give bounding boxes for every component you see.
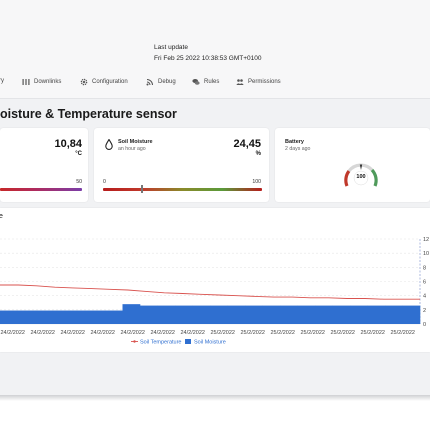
chart-title-fragment: e — [0, 213, 3, 220]
soil-moisture-title: Soil Moisture — [118, 139, 153, 145]
device-header: Last update Fri Feb 25 2022 10:38:53 GMT… — [0, 0, 430, 99]
moisture-bar — [315, 305, 333, 324]
soil-moisture-scale-max: 100 — [252, 179, 261, 185]
moisture-bar — [70, 310, 88, 324]
x-tick-label: 25/2/2022 — [241, 330, 265, 336]
temperature-unit: °C — [75, 151, 82, 157]
x-tick-label: 25/2/2022 — [331, 330, 355, 336]
tab-history[interactable]: ry — [0, 78, 4, 84]
soil-moisture-updated: an hour ago — [118, 146, 146, 152]
x-tick-label: 25/2/2022 — [391, 330, 415, 336]
moisture-bar — [35, 310, 53, 324]
tab-debug[interactable]: Debug — [146, 78, 176, 86]
moisture-bar — [157, 305, 176, 324]
moisture-bar — [262, 305, 281, 324]
chat-icon — [192, 79, 200, 85]
moisture-bar — [0, 310, 18, 324]
moisture-bar — [122, 304, 141, 324]
x-tick-label: 24/2/2022 — [61, 330, 85, 336]
legend-label: Soil Temperature — [140, 340, 181, 346]
y-tick-label: 6 — [423, 280, 426, 286]
temperature-card: 10,84 °C 50 — [0, 128, 88, 202]
y-tick-label: 12 — [423, 237, 429, 243]
soil-moisture-card: Soil Moisture an hour ago 24,45 % 0 100 — [94, 128, 269, 202]
battery-title: Battery — [285, 139, 304, 145]
tab-label: Permissions — [248, 79, 281, 85]
soil-moisture-range-bar — [103, 188, 262, 191]
soil-moisture-unit: % — [255, 151, 261, 157]
users-icon — [236, 79, 244, 85]
moisture-bar — [332, 305, 351, 324]
tab-label: Rules — [204, 79, 220, 85]
x-tick-label: 24/2/2022 — [151, 330, 175, 336]
x-tick-label: 24/2/2022 — [31, 330, 55, 336]
history-chart-card: e 0 2 4 6 8 10 12 24/2/2022 24/2/2022 24/2/2022 24… — [0, 208, 430, 352]
moisture-bar — [367, 305, 386, 324]
last-update-label: Last update — [154, 44, 188, 51]
moisture-bar — [297, 305, 316, 324]
history-chart: 0 2 4 6 8 10 12 24/2/2022 24/2/2022 24/2/2022 24/2… — [0, 237, 429, 346]
tab-rules[interactable]: Rules — [192, 78, 219, 86]
temperature-value: 10,84 — [54, 138, 82, 150]
x-tick-label: 24/2/2022 — [181, 330, 205, 336]
x-tick-label: 25/2/2022 — [301, 330, 325, 336]
battery-gauge-value: 100 — [356, 174, 366, 180]
moisture-bar — [385, 305, 403, 324]
device-tabs: ry Downlinks Configuration Debug Rules — [0, 78, 430, 92]
window-shadow — [0, 395, 430, 401]
x-tick-label: 25/2/2022 — [271, 330, 295, 336]
rss-icon — [146, 79, 153, 86]
tab-configuration[interactable]: Configuration — [80, 78, 128, 86]
soil-moisture-scale-min: 0 — [103, 179, 106, 185]
x-tick-label: 24/2/2022 — [121, 330, 145, 336]
battery-gauge — [344, 163, 378, 187]
y-tick-label: 10 — [423, 251, 429, 257]
x-tick-label: 25/2/2022 — [361, 330, 385, 336]
legend-swatch-bar — [185, 339, 191, 344]
moisture-bar — [52, 310, 71, 324]
y-tick-label: 0 — [423, 322, 426, 328]
moisture-bar — [210, 305, 228, 324]
temperature-line — [0, 284, 420, 300]
tab-label: Debug — [158, 79, 176, 85]
moisture-bar — [245, 305, 263, 324]
moisture-bar — [105, 310, 123, 324]
battery-card: Battery 2 days ago 100 — [275, 128, 430, 202]
moisture-bar — [140, 305, 158, 324]
x-tick-label: 25/2/2022 — [211, 330, 235, 336]
tab-downlinks[interactable]: Downlinks — [22, 78, 61, 86]
water-drop-icon — [105, 139, 113, 150]
x-tick-label: 24/2/2022 — [91, 330, 115, 336]
moisture-bar — [227, 305, 246, 324]
bars-icon — [22, 79, 30, 85]
gear-icon — [80, 78, 88, 86]
legend-swatch-dot — [133, 340, 136, 343]
temperature-range-bar — [0, 188, 82, 191]
page-title: oisture & Temperature sensor — [0, 107, 177, 121]
tab-label: Configuration — [92, 79, 128, 85]
temperature-scale-max: 50 — [76, 179, 82, 185]
legend-label: Soil Moisture — [194, 340, 226, 346]
moisture-bar — [175, 305, 193, 324]
last-update-value: Fri Feb 25 2022 10:38:53 GMT+0100 — [154, 55, 262, 62]
tab-label: Downlinks — [34, 79, 62, 85]
device-dashboard: Last update Fri Feb 25 2022 10:38:53 GMT… — [0, 0, 430, 395]
moisture-bar — [402, 305, 421, 324]
battery-updated: 2 days ago — [285, 146, 311, 152]
moisture-bar — [17, 310, 36, 324]
soil-moisture-value: 24,45 — [233, 138, 261, 150]
moisture-bar — [87, 310, 106, 324]
x-tick-label: 24/2/2022 — [1, 330, 25, 336]
moisture-bar — [192, 305, 211, 324]
tab-permissions[interactable]: Permissions — [236, 78, 281, 86]
soil-moisture-marker — [140, 185, 143, 193]
y-tick-label: 2 — [423, 308, 426, 314]
moisture-bar — [280, 305, 298, 324]
tab-label: ry — [0, 78, 4, 84]
y-tick-label: 4 — [423, 294, 426, 300]
y-tick-label: 8 — [423, 265, 426, 271]
moisture-bar — [350, 305, 368, 324]
